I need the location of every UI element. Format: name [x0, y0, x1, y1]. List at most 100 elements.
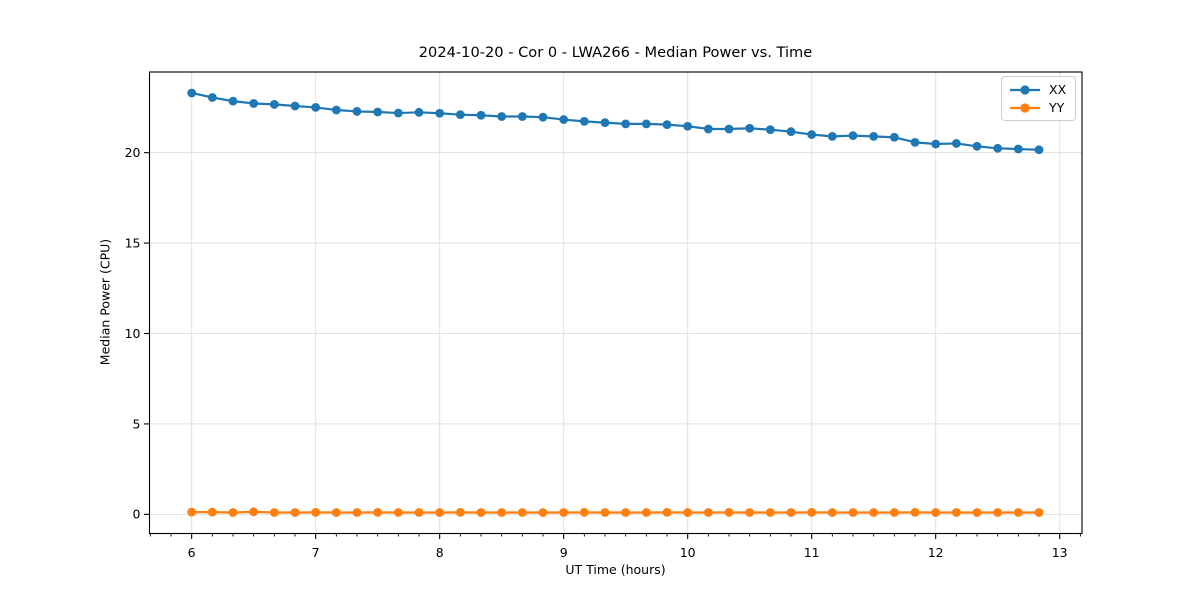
legend-item-XX: XX [1009, 82, 1066, 97]
x-tick-label: 7 [312, 545, 320, 560]
series-YY-marker [869, 508, 879, 517]
y-tick-label: 10 [125, 326, 141, 341]
series-XX-marker [1034, 145, 1044, 155]
series-YY-marker [414, 508, 424, 517]
series-XX-marker [662, 120, 672, 130]
series-YY-marker [249, 507, 259, 517]
legend-label-XX: XX [1049, 82, 1067, 97]
y-axis-label: Median Power (CPU) [97, 238, 113, 366]
series-YY-marker [228, 508, 238, 517]
series-XX-marker [497, 112, 507, 121]
x-tick-label: 12 [928, 545, 944, 560]
series-XX-marker [476, 110, 486, 120]
series-XX-marker [269, 99, 279, 109]
series-XX-marker [331, 105, 341, 115]
x-tick-label: 6 [188, 545, 196, 560]
series-XX-marker [827, 131, 837, 141]
x-tick-label: 13 [1052, 545, 1068, 560]
series-XX-marker [228, 96, 238, 106]
series-XX-marker [414, 107, 424, 117]
series-XX-marker [972, 141, 982, 151]
series-XX-marker [538, 112, 548, 122]
series-YY-marker [848, 508, 858, 517]
series-XX-marker [889, 132, 899, 142]
series-XX-marker [207, 93, 217, 102]
y-tick-label: 0 [133, 507, 141, 522]
series-YY-marker [476, 508, 486, 517]
series-XX-marker [931, 139, 941, 149]
series-YY-marker [972, 508, 982, 517]
series-XX-marker [600, 118, 610, 128]
series-YY-marker [373, 507, 383, 517]
series-YY-marker [187, 507, 197, 517]
series-YY-marker [703, 508, 713, 517]
series-YY-marker [993, 508, 1003, 517]
series-XX-marker [683, 121, 693, 131]
series-YY-marker [311, 507, 321, 517]
chart-title: 2024-10-20 - Cor 0 - LWA266 - Median Pow… [418, 44, 813, 61]
series-XX-marker [352, 107, 362, 116]
series-XX-marker [848, 131, 858, 141]
series-YY-marker [393, 508, 403, 517]
series-XX-marker [435, 108, 445, 118]
series-XX-marker [559, 115, 569, 124]
series-YY-marker [765, 508, 775, 517]
series-XX-marker [311, 103, 321, 112]
series-XX-marker [393, 108, 403, 118]
legend-swatch-YY [1010, 102, 1040, 113]
series-XX-marker [290, 101, 300, 111]
series-YY-marker [517, 508, 527, 517]
series-YY-marker [1013, 508, 1023, 517]
legend: XX YY [1001, 76, 1077, 121]
series-YY-marker [600, 508, 610, 517]
series-YY-marker [745, 508, 755, 517]
series-YY-marker [786, 508, 796, 517]
y-tick-label: 20 [125, 145, 141, 160]
series-XX-marker [807, 130, 817, 139]
series-YY-marker [951, 508, 961, 517]
series-YY-marker [352, 508, 362, 517]
series-XX-marker [187, 88, 197, 98]
series-XX-marker [579, 116, 589, 126]
series-YY-marker [559, 508, 569, 517]
series-XX-marker [621, 119, 631, 129]
series-XX-marker [641, 119, 651, 129]
x-tick-label: 8 [436, 545, 444, 560]
series-YY-marker [497, 508, 507, 517]
series-YY-marker [538, 508, 548, 517]
series-XX-marker [249, 99, 259, 108]
series-YY-marker [579, 507, 589, 517]
series-YY-marker [207, 507, 217, 517]
series-XX-marker [951, 139, 961, 148]
series-YY-marker [931, 508, 941, 517]
series-XX-marker [517, 112, 527, 121]
series-YY-marker [269, 508, 279, 517]
series-XX-marker [455, 110, 465, 120]
y-tick-label: 15 [125, 235, 141, 250]
series-YY-marker [807, 507, 817, 517]
series-YY-marker [621, 508, 631, 517]
series-YY-marker [683, 508, 693, 517]
series-XX-marker [745, 123, 755, 133]
series-XX-marker [373, 107, 383, 117]
x-tick-label: 10 [680, 545, 696, 560]
series-YY-marker [662, 507, 672, 517]
series-YY-marker [827, 508, 837, 517]
series-XX-marker [786, 127, 796, 137]
legend-swatch-XX [1010, 84, 1040, 95]
series-YY-marker [724, 507, 734, 517]
y-tick-label: 5 [133, 416, 141, 431]
series-YY-marker [910, 507, 920, 517]
series-YY-marker [331, 508, 341, 517]
plot-frame [148, 71, 1083, 535]
series-YY-marker [435, 508, 445, 517]
series-XX-marker [910, 137, 920, 147]
series-YY-marker [455, 507, 465, 517]
legend-item-YY: YY [1009, 100, 1066, 115]
series-YY-marker [641, 508, 651, 517]
x-axis-label: UT Time (hours) [565, 562, 666, 577]
series-XX-marker [724, 124, 734, 134]
series-XX-marker [765, 125, 775, 135]
series-YY-marker [1034, 508, 1044, 517]
